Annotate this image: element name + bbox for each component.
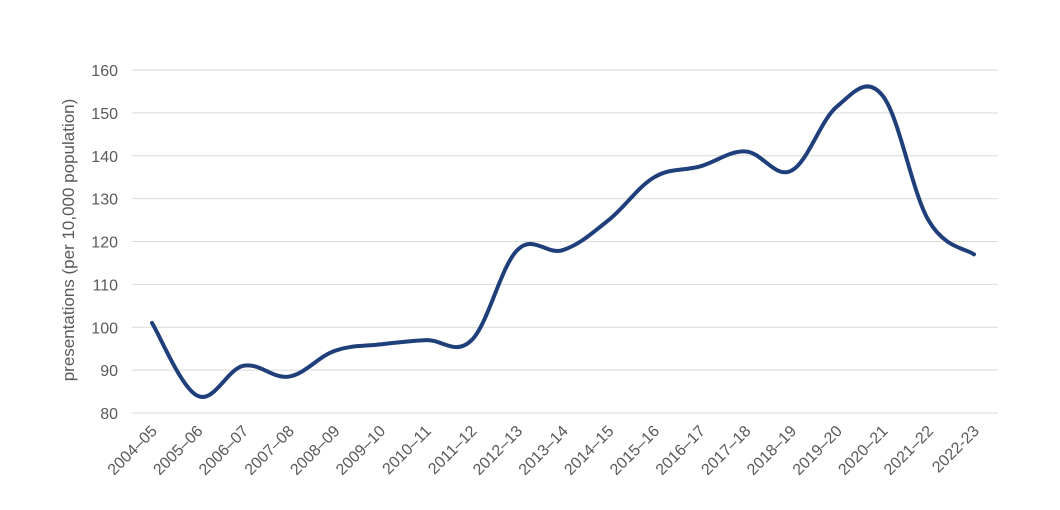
x-tick-label: 2014–15 <box>561 423 617 479</box>
x-tick-label: 2007–08 <box>242 423 298 479</box>
x-axis-tick-labels: 2004–052005–062006–072007–082008–092009–… <box>105 423 983 479</box>
x-tick-label: 2021–22 <box>881 423 937 479</box>
y-tick-label: 100 <box>91 320 118 337</box>
x-tick-label: 2015–16 <box>607 423 663 479</box>
x-tick-label: 2006–07 <box>196 423 252 479</box>
y-tick-label: 120 <box>91 235 118 252</box>
y-tick-label: 90 <box>100 363 118 380</box>
x-tick-label: 2016–17 <box>653 423 709 479</box>
x-tick-label: 2009–10 <box>333 423 389 479</box>
y-tick-label: 130 <box>91 192 118 209</box>
x-tick-label: 2019–20 <box>790 423 846 479</box>
x-tick-label: 2005–06 <box>150 423 206 479</box>
y-axis-tick-labels: 80 90 100 110 120 130 140 150 160 <box>91 63 118 423</box>
x-tick-label: 2010–11 <box>380 423 435 478</box>
x-tick-label: 2020–21 <box>835 423 891 479</box>
x-tick-label: 2013–14 <box>516 423 572 479</box>
y-tick-label: 150 <box>91 106 118 123</box>
y-axis-label: presentations (per 10,000 population) <box>59 99 78 382</box>
series-layer <box>150 84 976 399</box>
x-tick-label: 2018–19 <box>744 423 800 479</box>
x-tick-label: 2017–18 <box>698 423 754 479</box>
x-tick-label: 2012–13 <box>470 423 526 479</box>
y-tick-label: 160 <box>91 63 118 80</box>
x-tick-label: 2022-23 <box>929 423 983 477</box>
gridlines <box>132 69 998 414</box>
x-tick-label: 2004–05 <box>105 423 161 479</box>
y-tick-label: 80 <box>100 406 118 423</box>
y-tick-label: 110 <box>92 277 118 294</box>
y-tick-label: 140 <box>91 149 118 166</box>
series-line <box>150 84 976 399</box>
x-tick-label: 2008–09 <box>287 423 343 479</box>
